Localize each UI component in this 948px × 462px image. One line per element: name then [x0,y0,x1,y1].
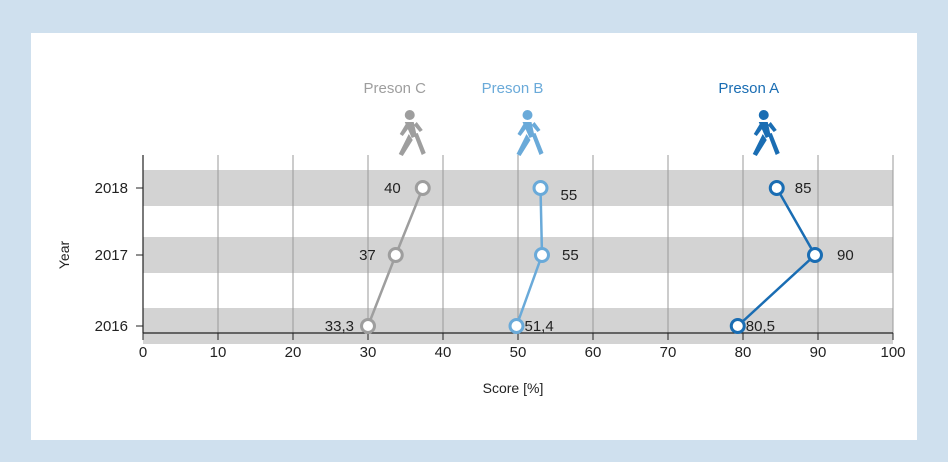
x-tick-label: 40 [435,344,452,361]
data-point [807,247,823,263]
series-name-label: Preson C [363,80,426,97]
y-tick-label: 2016 [95,318,128,335]
data-label: 55 [562,247,579,264]
data-label: 37 [359,247,376,264]
score-chart: 0 10 20 30 40 50 60 70 80 90 100 2016 2017 2018 Score … [56,80,906,396]
x-axis-title: Score [%] [483,380,544,396]
data-label: 55 [561,187,578,204]
x-tick-label: 10 [210,344,227,361]
data-label: 33,3 [325,318,354,335]
data-point [508,318,525,334]
series-name-label: Preson B [482,80,544,97]
data-label: 90 [837,247,854,264]
x-tick-label: 100 [880,344,905,361]
data-point [768,180,785,196]
walking-person-icon [752,110,780,156]
x-tick-label: 30 [360,344,377,361]
data-point [534,247,550,263]
x-tick-label: 90 [810,344,827,361]
x-tick-label: 70 [660,344,677,361]
y-tick-label: 2017 [95,247,128,264]
chart-card: 0 10 20 30 40 50 60 70 80 90 100 2016 2017 2018 Score … [31,33,917,440]
x-tick-label: 0 [139,344,147,361]
walking-person-icon [516,110,544,156]
data-point [360,318,376,334]
data-point [729,318,746,334]
y-axis-title: Year [56,241,72,270]
y-tick-label: 2018 [95,180,128,197]
data-point [387,247,404,263]
x-tick-label: 20 [285,344,302,361]
x-tick-label: 50 [510,344,527,361]
data-point [532,180,549,196]
data-point [414,180,431,196]
series-name-label: Preson A [718,80,779,97]
data-label: 80,5 [746,318,775,335]
x-tick-label: 80 [735,344,752,361]
data-label: 85 [795,180,812,197]
data-label: 51,4 [525,318,554,335]
walking-person-icon [398,110,426,156]
data-label: 40 [384,180,401,197]
x-tick-label: 60 [585,344,602,361]
